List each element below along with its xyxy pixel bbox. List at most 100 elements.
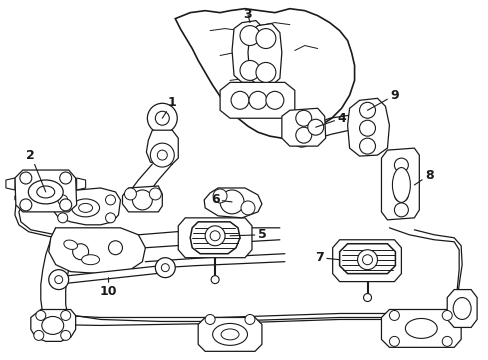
Circle shape [295,110,311,126]
Text: 2: 2 [26,149,46,192]
Circle shape [211,276,219,284]
Polygon shape [190,222,240,254]
Circle shape [441,310,451,320]
Ellipse shape [405,319,436,338]
Ellipse shape [392,167,409,202]
Circle shape [61,330,71,340]
Circle shape [155,111,169,125]
Circle shape [394,158,407,172]
Polygon shape [247,24,281,85]
Circle shape [161,264,169,272]
Circle shape [20,199,32,211]
Text: 9: 9 [367,89,398,110]
Circle shape [388,310,399,320]
Polygon shape [31,310,76,341]
Circle shape [205,315,215,324]
Circle shape [394,188,407,202]
Polygon shape [339,244,395,274]
Polygon shape [122,186,162,212]
Polygon shape [198,318,262,351]
Circle shape [441,336,451,346]
Circle shape [255,28,275,49]
Polygon shape [447,289,476,328]
Circle shape [359,120,375,136]
Polygon shape [175,9,354,138]
Polygon shape [220,82,294,118]
Polygon shape [232,21,265,82]
Circle shape [36,310,46,320]
Polygon shape [77,178,85,190]
Circle shape [58,213,67,223]
Circle shape [60,172,72,184]
Circle shape [240,60,260,80]
Circle shape [240,26,260,45]
Text: 7: 7 [315,251,339,264]
Ellipse shape [37,186,55,198]
Text: 1: 1 [162,96,176,118]
Ellipse shape [41,316,63,334]
Ellipse shape [81,255,100,265]
Circle shape [105,213,115,223]
Circle shape [34,330,44,340]
Circle shape [49,270,68,289]
Circle shape [149,188,161,200]
Circle shape [55,276,62,284]
Circle shape [359,138,375,154]
Text: 6: 6 [210,193,232,206]
Circle shape [248,91,266,109]
Text: 10: 10 [100,278,117,298]
Circle shape [150,143,174,167]
Circle shape [73,244,88,260]
Circle shape [20,172,32,184]
Circle shape [108,241,122,255]
Circle shape [388,336,399,346]
Text: 5: 5 [229,228,266,241]
Circle shape [58,195,67,205]
Polygon shape [51,265,174,285]
Polygon shape [347,98,388,156]
Polygon shape [15,192,56,200]
Polygon shape [49,228,145,274]
Ellipse shape [72,199,100,217]
Circle shape [394,203,407,217]
Ellipse shape [28,180,63,204]
Polygon shape [381,310,460,347]
Circle shape [210,231,220,241]
Circle shape [307,119,323,135]
Polygon shape [178,218,251,258]
Polygon shape [53,188,120,225]
Polygon shape [6,178,15,190]
Circle shape [244,315,254,324]
Circle shape [60,199,72,211]
Polygon shape [281,108,325,146]
Circle shape [205,226,224,246]
Circle shape [213,189,226,203]
Circle shape [132,190,152,210]
Circle shape [241,201,254,215]
Circle shape [295,127,311,143]
Circle shape [220,190,244,214]
Circle shape [362,255,372,265]
Ellipse shape [64,240,78,249]
Circle shape [61,310,71,320]
Circle shape [291,127,311,147]
Circle shape [255,62,275,82]
Ellipse shape [79,203,92,212]
Circle shape [265,91,283,109]
Polygon shape [146,130,178,165]
Text: 3: 3 [243,8,252,23]
Circle shape [147,103,177,133]
Circle shape [105,195,115,205]
Circle shape [155,258,175,278]
Text: 8: 8 [413,168,433,185]
Circle shape [363,293,371,302]
Text: 4: 4 [315,112,346,127]
Ellipse shape [221,329,239,340]
Circle shape [357,250,377,270]
Circle shape [157,150,167,160]
Ellipse shape [212,323,247,345]
Polygon shape [203,188,262,218]
Circle shape [394,173,407,187]
Ellipse shape [452,298,470,319]
Polygon shape [15,170,77,212]
